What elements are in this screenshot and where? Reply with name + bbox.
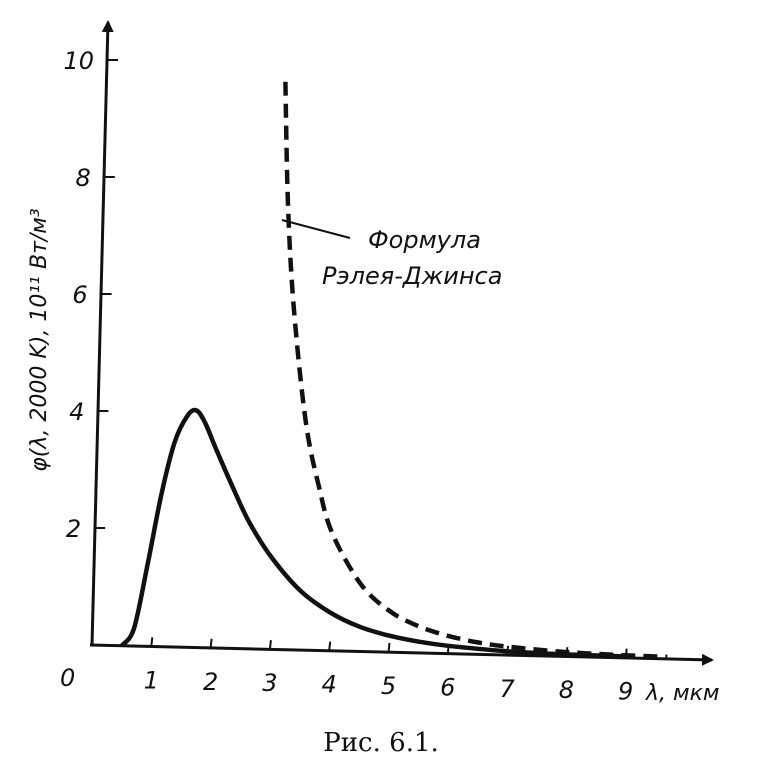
x-tick — [209, 638, 213, 648]
x-tick-label: 3 — [262, 669, 277, 697]
x-axis-label: λ, мкм — [645, 681, 720, 706]
x-tick-label: 6 — [440, 673, 455, 701]
x-tick — [150, 637, 154, 647]
y-tick-label: 4 — [69, 398, 84, 426]
y-tick-label: 8 — [76, 164, 91, 192]
tick-labels: 1 2 3 4 5 6 7 8 9 2 4 6 8 10 — [63, 47, 633, 706]
chart: 1 2 3 4 5 6 7 8 9 2 4 6 8 10 0 λ, мкм φ(λ, 2000 K), 1… — [27, 20, 720, 706]
annotation-leader-line — [281, 219, 351, 239]
origin-label: 0 — [60, 664, 75, 692]
x-tick — [268, 640, 272, 650]
axes — [89, 20, 714, 666]
x-tick-label: 4 — [322, 671, 337, 699]
x-tick-label: 2 — [203, 668, 218, 696]
y-tick-label: 10 — [63, 47, 94, 75]
x-tick-label: 9 — [618, 678, 633, 706]
y-axis — [90, 20, 114, 646]
figure-caption: Рис. 6.1. — [323, 728, 439, 758]
annotation-line-2: Рэлея-Джинса — [322, 262, 502, 290]
y-tick-label: 6 — [72, 281, 87, 309]
planck-curve — [119, 407, 626, 659]
rayleigh-jeans-annotation: Формула Рэлея-Джинса — [281, 219, 502, 290]
annotation-line-1: Формула — [368, 226, 481, 254]
y-axis-label: φ(λ, 2000 K), 10¹¹ Вт/м³ — [27, 208, 52, 472]
x-tick-label: 5 — [381, 672, 396, 700]
y-tick-label: 2 — [66, 515, 81, 543]
x-tick — [387, 642, 391, 653]
x-tick-label: 1 — [144, 666, 159, 694]
rayleigh-jeans-curve — [283, 81, 668, 660]
x-tick-label: 7 — [499, 675, 515, 703]
ticks — [95, 59, 628, 658]
series-layer — [119, 81, 668, 660]
x-tick-label: 8 — [559, 676, 574, 704]
x-tick — [328, 641, 332, 651]
